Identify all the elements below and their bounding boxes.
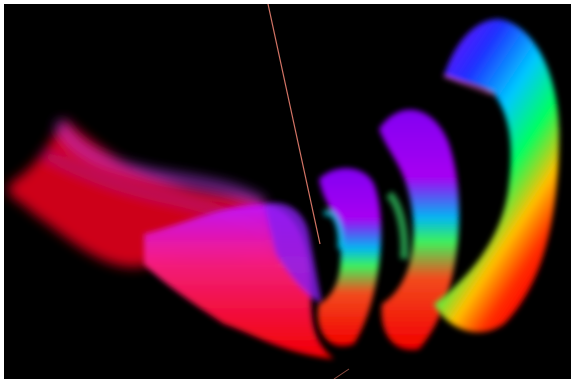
coil-2 [379, 109, 459, 350]
mid-ribbon [144, 202, 334, 359]
head-ribbon [434, 19, 559, 333]
axis-line [267, 4, 321, 245]
coil-1 [317, 168, 382, 346]
streamline-render [9, 4, 559, 379]
render-viewport[interactable] [4, 4, 571, 379]
axis-line-bottom [333, 368, 350, 379]
